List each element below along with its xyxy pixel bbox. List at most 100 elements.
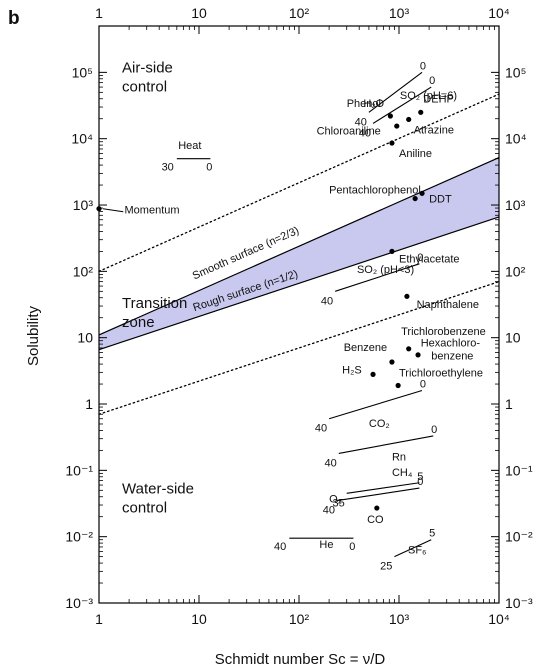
label-co: CO (367, 514, 384, 526)
range-end-label-ch: 5 (417, 471, 423, 483)
panel-label: b (8, 8, 20, 29)
y-tick-label-left: 10 (77, 330, 93, 346)
x-tick-label-bottom: 10⁴ (488, 611, 510, 627)
boundary-lines-layer (98, 93, 500, 415)
region-label-control: control (122, 78, 167, 95)
range-end-label-rn: 0 (431, 424, 437, 436)
label-phenol: Phenol (347, 98, 381, 110)
y-axis-title: Solubility (25, 305, 42, 366)
range-start-label-h-o: 40 (355, 116, 367, 128)
label-benzene: benzene (431, 350, 473, 362)
label-rn: Rn (392, 452, 406, 464)
range-line-so-ph-6 (372, 86, 432, 124)
y-tick-label-left: 10⁴ (71, 131, 93, 147)
range-end-label-o: 0 (417, 476, 423, 488)
range-line-sf (394, 539, 432, 558)
range-start-label-he: 40 (274, 541, 286, 553)
labels-layer: Smooth surface (n=2/3)Rough surface (n=1… (65, 5, 533, 627)
x-tick-label-top: 10 (191, 5, 207, 21)
x-tick-label-top: 10² (289, 5, 310, 21)
label-co: CO₂ (369, 418, 390, 430)
region-label-air-side: Air-side (122, 59, 173, 76)
y-tick-label-left: 1 (85, 396, 93, 412)
label-atrazine: Atrazine (414, 124, 454, 136)
point-phenol (387, 113, 393, 119)
point-chloroaniline (394, 123, 400, 129)
y-tick-label-right: 10⁴ (505, 131, 527, 147)
label-hexachloro: Hexachloro- (421, 338, 481, 350)
range-line-co (328, 389, 423, 420)
point-trichloroethylene (395, 382, 401, 389)
y-tick-label-right: 10⁻² (505, 529, 533, 545)
label-sf: SF₆ (408, 544, 427, 556)
label-h-s: H₂S (342, 364, 362, 376)
points-layer (96, 109, 425, 511)
y-tick-label-left: 10⁻¹ (65, 462, 93, 478)
label-he: He (319, 539, 333, 551)
leader-momentum (102, 208, 124, 213)
range-start-label-co: 40 (315, 423, 327, 435)
label-o: O₂ (329, 493, 342, 505)
transition-band (99, 157, 499, 350)
y-tick-label-right: 10⁵ (505, 64, 526, 80)
range-end-label-sf: 5 (429, 528, 435, 540)
point-atrazine (406, 116, 412, 123)
label-so-ph-6: SO₂ (pH=6) (400, 90, 457, 102)
y-tick-label-left: 10⁵ (72, 64, 93, 80)
x-tick-label-top: 1 (95, 5, 103, 21)
y-tick-label-left: 10⁻³ (65, 595, 93, 611)
point-benzene (389, 359, 395, 365)
x-tick-label-bottom: 10³ (389, 611, 410, 627)
range-line-ch (346, 482, 420, 494)
y-tick-label-right: 10³ (505, 197, 526, 213)
range-start-label-so-ph-3: 40 (321, 295, 333, 307)
label-ch: CH₄ (392, 467, 413, 479)
region-label-transition: Transition (122, 295, 187, 312)
region-label-zone: zone (122, 314, 155, 331)
label-trichlorobenzene: Trichlorobenzene (401, 326, 486, 338)
boundary-smooth-surface-n-2-3 (98, 156, 500, 336)
label-chloroaniline: Chloroaniline (317, 126, 381, 138)
label-so-ph-3: SO₂ (pH<3) (357, 264, 414, 276)
range-start-label-sf: 25 (380, 561, 392, 573)
transition-band-layer (99, 157, 499, 350)
label-heat: Heat (178, 140, 201, 152)
y-tick-label-left: 10² (73, 263, 94, 279)
ticks-layer (98, 26, 500, 604)
point-ddt (412, 195, 418, 202)
range-line-so-ph-3 (335, 263, 420, 292)
y-tick-label-right: 10² (505, 263, 526, 279)
range-end-label-he: 0 (349, 541, 355, 553)
x-tick-label-top: 10³ (389, 5, 410, 21)
x-tick-label-top: 10⁴ (488, 5, 510, 21)
boundary-rough-surface-n-1-2 (98, 216, 500, 351)
range-end-label-h-o: 0 (420, 60, 426, 72)
point-hexachlorobenzene (415, 352, 421, 358)
range-line-o (336, 487, 420, 502)
range-start-label-ch: 35 (332, 497, 344, 509)
point-h-s (370, 371, 376, 377)
range-end-label-so-ph-6: 0 (429, 75, 435, 87)
range-start-label-heat: 30 (162, 162, 174, 174)
point-aniline (389, 140, 395, 146)
range-end-label-heat: 0 (206, 162, 212, 174)
region-label-water-side: Water-side (122, 480, 194, 497)
range-line-rn (338, 435, 434, 454)
point-naphthalene (404, 293, 410, 299)
point-dehp (418, 109, 424, 115)
x-tick-label-bottom: 1 (95, 611, 103, 627)
point-trichlorobenzene (406, 346, 412, 352)
point-ethylacetate (389, 248, 395, 254)
range-end-label-co: 0 (420, 378, 426, 390)
y-tick-label-right: 10⁻¹ (505, 462, 533, 478)
boundary-upper-transition (98, 93, 500, 273)
range-end-label-so-ph-3: 0 (417, 252, 423, 264)
y-tick-label-right: 10⁻³ (505, 595, 533, 611)
region-label-control: control (122, 499, 167, 516)
x-tick-label-bottom: 10 (191, 611, 207, 627)
boundary-lower-transition (98, 280, 500, 415)
label-trichloroethylene: Trichloroethylene (399, 367, 483, 379)
label-ethylacetate: Ethylacetate (399, 254, 460, 266)
label-pentachlorophenol: Pentachlorophenol (329, 184, 421, 196)
